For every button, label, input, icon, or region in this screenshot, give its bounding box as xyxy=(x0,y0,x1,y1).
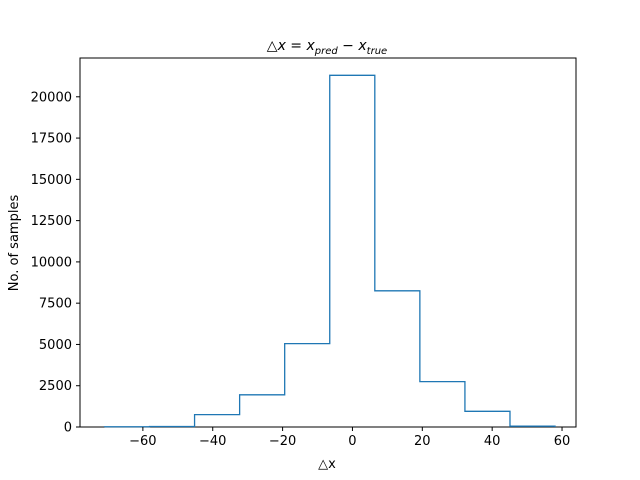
x-axis-label: △x xyxy=(318,457,336,472)
y-axis-label: No. of samples xyxy=(7,195,22,292)
histogram-bin xyxy=(420,382,465,427)
x-tick-label: 60 xyxy=(554,434,571,449)
y-tick-label: 15000 xyxy=(31,173,72,188)
y-tick-label: 10000 xyxy=(31,255,72,270)
chart-title: △x = xpred − xtrue xyxy=(267,38,387,57)
y-tick-label: 20000 xyxy=(31,90,72,105)
histogram-bin xyxy=(240,395,285,427)
plot-area: −60 −40 −20 0 20 40 60 0 2500 5000 7500 10000 12500 1… xyxy=(31,57,577,449)
histogram-bin xyxy=(465,411,510,427)
x-tick-label: 0 xyxy=(348,434,356,449)
y-tick-label: 17500 xyxy=(31,132,72,147)
y-tick-label: 12500 xyxy=(31,214,72,229)
y-tick-label: 7500 xyxy=(39,297,72,312)
x-tick-label: 20 xyxy=(414,434,431,449)
title-subscript-true: true xyxy=(367,46,388,57)
histogram-bin xyxy=(195,415,240,427)
x-tick-label: −20 xyxy=(269,434,296,449)
x-tick-label: −60 xyxy=(129,434,156,449)
y-tick-label: 5000 xyxy=(39,338,72,353)
y-tick-label: 2500 xyxy=(39,379,72,394)
histogram-bin xyxy=(375,291,420,427)
x-tick-label: −40 xyxy=(199,434,226,449)
histogram-bin xyxy=(285,344,330,427)
histogram-bin xyxy=(330,75,375,427)
x-tick-label: 40 xyxy=(484,434,501,449)
y-tick-label: 0 xyxy=(64,421,72,436)
histogram-step-line xyxy=(103,74,556,428)
title-subscript-pred: pred xyxy=(314,46,339,57)
axes-frame xyxy=(79,57,577,428)
